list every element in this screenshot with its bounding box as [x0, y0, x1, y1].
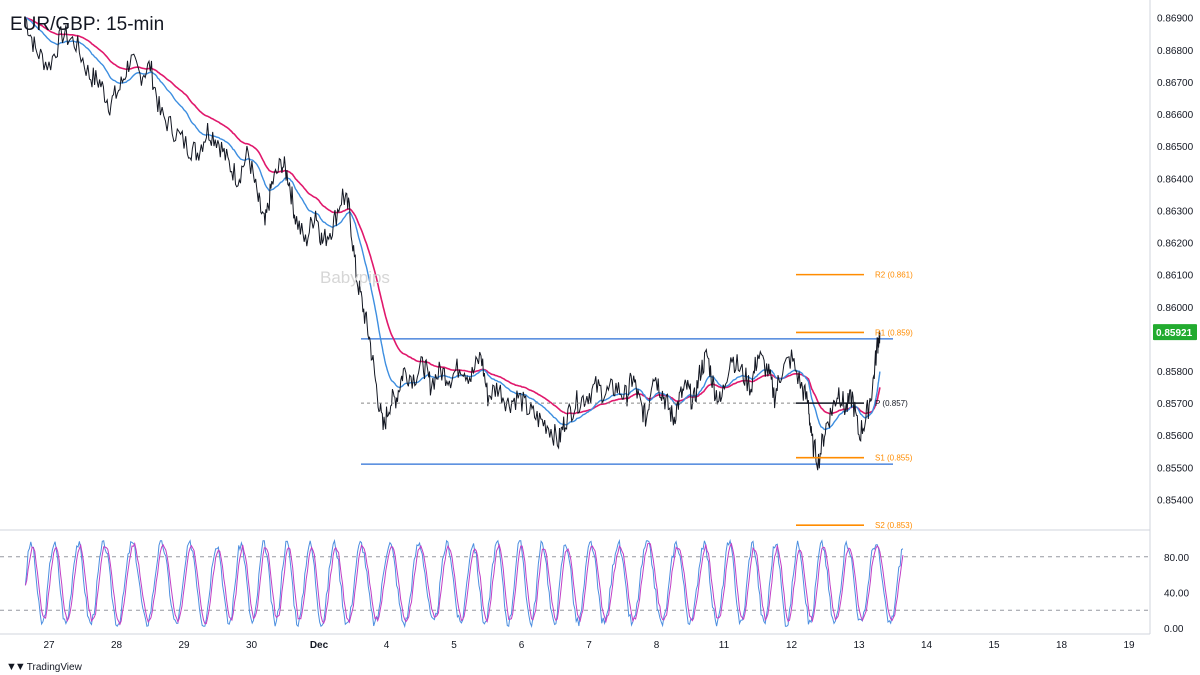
- pivot-label-r2: R2 (0.861): [875, 271, 913, 280]
- stochastic-tick-label: 40.00: [1164, 588, 1189, 599]
- last-price-value: 0.85921: [1156, 328, 1193, 339]
- moving-averages: [25, 17, 881, 431]
- time-tick-label: 12: [786, 640, 798, 651]
- time-axis[interactable]: 27 28 29 30 Dec 4 5 6 7 8 11 12 13 14 15 18 19: [43, 640, 1135, 651]
- time-tick-label: 13: [853, 640, 865, 651]
- stochastic-d-line: [24, 541, 904, 626]
- time-tick-label: 15: [988, 640, 1000, 651]
- price-series: [24, 17, 881, 471]
- stochastic-k-line: [24, 538, 904, 629]
- pivot-label-s2: S2 (0.853): [875, 521, 913, 530]
- time-tick-label: Dec: [310, 640, 329, 651]
- price-tick-label: 0.86700: [1157, 78, 1194, 89]
- price-tick-label: 0.86400: [1157, 174, 1194, 185]
- time-tick-label: 28: [111, 640, 123, 651]
- time-tick-label: 7: [586, 640, 592, 651]
- stochastic-axis[interactable]: 80.00 40.00 0.00: [1164, 553, 1189, 635]
- pivot-label-s1: S1 (0.855): [875, 454, 913, 463]
- pane-separators: [0, 0, 1151, 635]
- time-tick-label: 29: [178, 640, 190, 651]
- slow-moving-average: [25, 17, 881, 415]
- time-tick-label: 27: [43, 640, 55, 651]
- time-tick-label: 14: [921, 640, 933, 651]
- price-line: [24, 17, 881, 471]
- price-tick-label: 0.86800: [1157, 46, 1194, 57]
- brand-name: TradingView: [26, 661, 82, 673]
- price-tick-label: 0.85500: [1157, 463, 1194, 474]
- price-tick-label: 0.86900: [1157, 14, 1194, 25]
- price-tick-label: 0.86200: [1157, 239, 1194, 250]
- stochastic-tick-label: 80.00: [1164, 553, 1189, 564]
- watermark: Babypips: [320, 268, 390, 287]
- time-tick-label: 19: [1123, 640, 1135, 651]
- price-tick-label: 0.85400: [1157, 495, 1194, 506]
- time-tick-label: 18: [1056, 640, 1068, 651]
- time-tick-label: 8: [654, 640, 660, 651]
- time-tick-label: 5: [451, 640, 457, 651]
- time-tick-label: 11: [719, 640, 730, 651]
- fast-moving-average: [25, 17, 881, 431]
- price-tick-label: 0.86600: [1157, 110, 1194, 121]
- price-axis[interactable]: 0.86900 0.86800 0.86700 0.86600 0.86500 0.864…: [1157, 14, 1194, 507]
- last-price-label: 0.85921: [1153, 324, 1197, 341]
- price-tick-label: 0.86000: [1157, 303, 1194, 314]
- pivot-label-p: P (0.857): [875, 399, 908, 408]
- price-tick-label: 0.85700: [1157, 399, 1194, 410]
- price-tick-label: 0.86500: [1157, 142, 1194, 153]
- price-tick-label: 0.85800: [1157, 367, 1194, 378]
- tradingview-logo-icon: ▼▼: [6, 661, 26, 673]
- brand[interactable]: ▼▼ TradingView: [6, 661, 82, 673]
- price-tick-label: 0.86100: [1157, 271, 1194, 282]
- price-tick-label: 0.86300: [1157, 206, 1194, 217]
- chart-title: EUR/GBP: 15-min: [10, 14, 165, 35]
- pivot-label-r1: R1 (0.859): [875, 328, 913, 337]
- price-tick-label: 0.85600: [1157, 431, 1194, 442]
- range-lines: [361, 338, 893, 465]
- time-tick-label: 6: [519, 640, 525, 651]
- stochastic-tick-label: 0.00: [1164, 624, 1184, 635]
- last-price-badge: [1153, 324, 1197, 341]
- time-tick-label: 30: [246, 640, 258, 651]
- stochastic-oscillator: [0, 538, 1150, 629]
- pivot-levels: R2 (0.861) R1 (0.859) P (0.857) S1 (0.855) S…: [361, 271, 913, 530]
- time-tick-label: 4: [384, 640, 390, 651]
